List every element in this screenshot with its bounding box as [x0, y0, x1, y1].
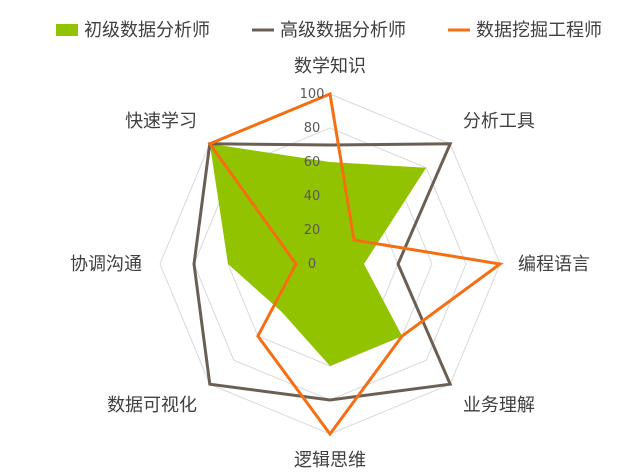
category-label: 编程语言 — [518, 254, 590, 275]
series-1-polygon — [209, 143, 427, 366]
series-3-polygon — [207, 91, 504, 437]
category-label: 逻辑思维 — [294, 450, 366, 471]
series-2-polygon — [192, 142, 453, 402]
series-layer — [192, 91, 504, 437]
legend-label: 初级数据分析师 — [84, 20, 210, 41]
legend-swatch — [56, 24, 78, 36]
category-label: 数据可视化 — [107, 395, 197, 416]
radial-tick-labels: 0 20 40 60 80 100 — [300, 87, 325, 272]
tick-label: 0 — [308, 257, 316, 272]
category-label: 分析工具 — [463, 111, 535, 132]
legend-label: 数据挖掘工程师 — [476, 20, 602, 41]
legend-label: 高级数据分析师 — [280, 20, 406, 41]
tick-label: 60 — [304, 155, 321, 170]
category-label: 协调沟通 — [70, 254, 142, 275]
category-label: 快速学习 — [125, 111, 197, 132]
tick-label: 80 — [304, 121, 321, 136]
legend: 初级数据分析师 高级数据分析师 数据挖掘工程师 — [56, 20, 602, 41]
category-label: 数学知识 — [294, 56, 366, 77]
tick-label: 20 — [304, 223, 321, 238]
category-label: 业务理解 — [463, 395, 535, 416]
tick-label: 40 — [304, 189, 321, 204]
tick-label: 100 — [300, 87, 325, 102]
